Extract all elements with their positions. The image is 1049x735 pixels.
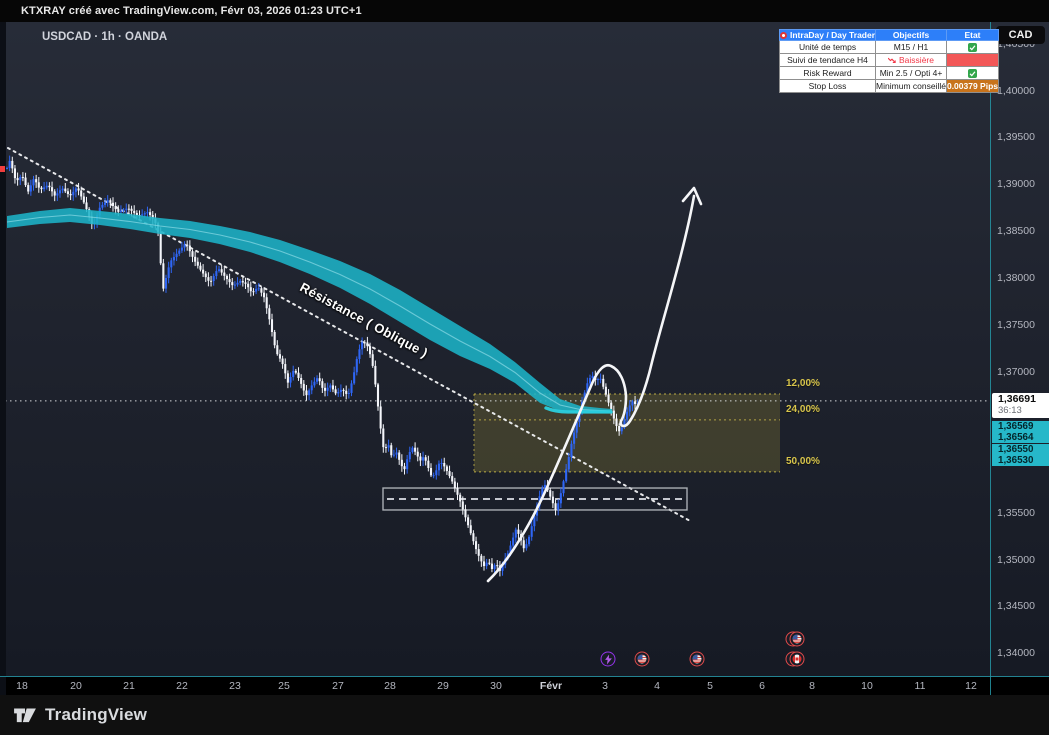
table-row: Stop Loss Minimum conseillé 0.00379 Pips <box>778 79 1000 93</box>
current-price-tag: 1,36691 36:13 <box>992 393 1049 419</box>
ma-price-tag: 1,36530 <box>992 454 1049 466</box>
time-axis-label: 4 <box>654 680 660 692</box>
us-flag <box>692 654 702 664</box>
time-axis-label: 18 <box>16 680 28 692</box>
chart-background <box>0 22 1049 677</box>
down-chart-icon <box>887 56 896 66</box>
fib-level-label: 12,00% <box>786 377 820 389</box>
current-price-value: 1,36691 <box>998 393 1036 405</box>
table-row: Suivi de tendance H4 Baissière <box>778 53 1000 67</box>
time-axis-label: 12 <box>965 680 977 692</box>
row-value: Baissière <box>875 53 947 67</box>
ma-price-tag: 1,36569 <box>992 421 1049 432</box>
time-axis-label: 27 <box>332 680 344 692</box>
check-icon <box>967 43 977 53</box>
row-value: Min 2.5 / Opti 4+ <box>875 66 947 80</box>
time-axis-label: 29 <box>437 680 449 692</box>
event-circle <box>789 651 805 667</box>
us-flag <box>792 634 802 644</box>
time-axis-label: 8 <box>809 680 815 692</box>
price-axis-label: 1,38000 <box>997 272 1035 285</box>
time-axis-label: 30 <box>490 680 502 692</box>
us-flag <box>637 654 647 664</box>
left-gutter <box>0 22 6 695</box>
event-circle <box>634 651 650 667</box>
row-label: Stop Loss <box>778 79 877 93</box>
fib-level-label: 50,00% <box>786 455 820 467</box>
bar-countdown: 36:13 <box>998 404 1022 416</box>
time-axis-label: 23 <box>229 680 241 692</box>
price-axis-line <box>990 22 991 695</box>
timer-icon <box>780 32 787 39</box>
event-us-flag-icon[interactable] <box>785 631 805 647</box>
event-canada-flag-icon[interactable] <box>785 651 805 667</box>
table-header-trader: IntraDay / Day Trader <box>778 29 877 41</box>
time-axis-label: 11 <box>914 680 926 692</box>
event-lightning-icon[interactable] <box>600 651 616 667</box>
canada-flag <box>792 654 802 664</box>
time-axis-line <box>0 676 1049 677</box>
time-axis-label: 28 <box>384 680 396 692</box>
price-axis-label: 1,34000 <box>997 647 1035 660</box>
ma-price-tag: 1,36550 <box>992 443 1049 455</box>
time-axis-label: Févr <box>539 680 563 692</box>
tradingview-logo-icon[interactable] <box>13 705 37 725</box>
header-title: KTXRAY créé avec TradingView.com, Févr 0… <box>21 5 362 17</box>
table-header-row: IntraDay / Day Trader Objectifs Etat <box>778 29 1000 41</box>
row-status <box>945 40 1000 54</box>
price-axis-label: 1,39500 <box>997 131 1035 144</box>
price-axis-label: 1,40000 <box>997 84 1035 97</box>
table-header-objectifs: Objectifs <box>875 29 947 41</box>
time-axis-label: 22 <box>176 680 188 692</box>
stop-loss-badge: 0.00379 Pips <box>945 79 1000 93</box>
row-value: Minimum conseillé <box>875 79 947 93</box>
lightning-bolt-icon <box>604 654 612 664</box>
price-axis-label: 1,37500 <box>997 319 1035 331</box>
price-axis-label: 1,39000 <box>997 178 1035 191</box>
row-status-red <box>945 53 1000 67</box>
row-label: Suivi de tendance H4 <box>778 53 877 67</box>
table-row: Unité de temps M15 / H1 <box>778 40 1000 54</box>
table-header-etat: Etat <box>945 29 1000 41</box>
currency-button[interactable]: CAD <box>996 26 1045 44</box>
time-axis-label: 3 <box>602 680 608 692</box>
window-header: KTXRAY créé avec TradingView.com, Févr 0… <box>0 0 1049 22</box>
event-circle <box>789 631 805 647</box>
event-circle <box>689 651 705 667</box>
row-value: M15 / H1 <box>875 40 947 54</box>
strategy-panel-table: IntraDay / Day Trader Objectifs Etat Uni… <box>778 29 1000 93</box>
table-row: Risk Reward Min 2.5 / Opti 4+ <box>778 66 1000 80</box>
time-axis-label: 5 <box>707 680 713 692</box>
row-label: Unité de temps <box>778 40 877 54</box>
event-circle <box>600 651 616 667</box>
footer-bar: TradingView <box>0 695 1049 735</box>
price-axis-label: 1,34500 <box>997 600 1035 613</box>
row-status <box>945 66 1000 80</box>
row-label: Risk Reward <box>778 66 877 80</box>
time-axis-label: 20 <box>70 680 82 692</box>
event-us-flag-icon[interactable] <box>634 651 650 667</box>
check-icon <box>967 69 977 79</box>
event-us-flag-icon[interactable] <box>689 651 705 667</box>
fib-level-label: 24,00% <box>786 403 820 415</box>
time-axis-label: 10 <box>861 680 873 692</box>
price-axis-label: 1,35000 <box>997 553 1035 566</box>
price-marker <box>0 166 5 172</box>
time-axis-label: 25 <box>278 680 290 692</box>
price-axis-label: 1,35500 <box>997 506 1035 519</box>
symbol-legend[interactable]: USDCAD · 1h · OANDA <box>42 31 168 43</box>
tradingview-brand[interactable]: TradingView <box>45 705 148 724</box>
price-axis-label: 1,38500 <box>997 225 1035 238</box>
price-axis-label: 1,37000 <box>997 365 1035 378</box>
time-axis-label: 6 <box>759 680 765 692</box>
ma-price-tag: 1,36564 <box>992 432 1049 444</box>
time-axis-label: 21 <box>123 680 135 692</box>
